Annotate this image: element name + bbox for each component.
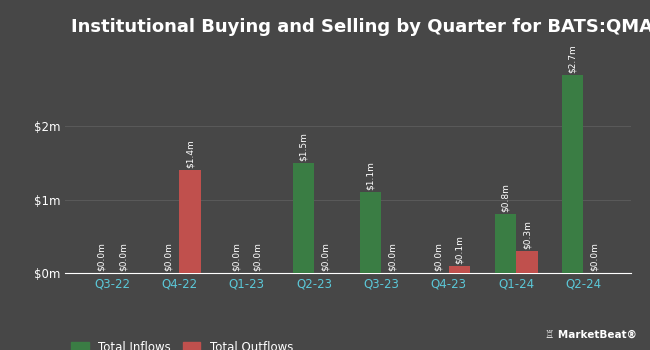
Text: $0.0m: $0.0m <box>118 242 127 271</box>
Text: $0.1m: $0.1m <box>455 235 464 264</box>
Text: $0.3m: $0.3m <box>523 220 531 249</box>
Bar <box>179 170 201 273</box>
Text: $0.0m: $0.0m <box>387 242 396 271</box>
Text: $0.8m: $0.8m <box>500 184 510 212</box>
Bar <box>360 192 382 273</box>
Text: $1.1m: $1.1m <box>366 162 375 190</box>
Text: $0.0m: $0.0m <box>590 242 599 271</box>
Bar <box>292 163 314 273</box>
Text: Institutional Buying and Selling by Quarter for BATS:QMAR: Institutional Buying and Selling by Quar… <box>71 18 650 36</box>
Bar <box>495 214 516 273</box>
Text: ♖ MarketBeat®: ♖ MarketBeat® <box>545 329 637 340</box>
Text: $0.0m: $0.0m <box>97 242 106 271</box>
Text: $2.7m: $2.7m <box>568 44 577 73</box>
Text: $0.0m: $0.0m <box>231 242 240 271</box>
Text: $1.5m: $1.5m <box>299 132 308 161</box>
Text: $0.0m: $0.0m <box>434 242 443 271</box>
Bar <box>562 75 584 273</box>
Text: $0.0m: $0.0m <box>253 242 262 271</box>
Bar <box>516 251 538 273</box>
Bar <box>448 266 470 273</box>
Text: $0.0m: $0.0m <box>320 242 330 271</box>
Text: $1.4m: $1.4m <box>186 140 195 168</box>
Legend: Total Inflows, Total Outflows: Total Inflows, Total Outflows <box>71 341 293 350</box>
Text: $0.0m: $0.0m <box>164 242 173 271</box>
